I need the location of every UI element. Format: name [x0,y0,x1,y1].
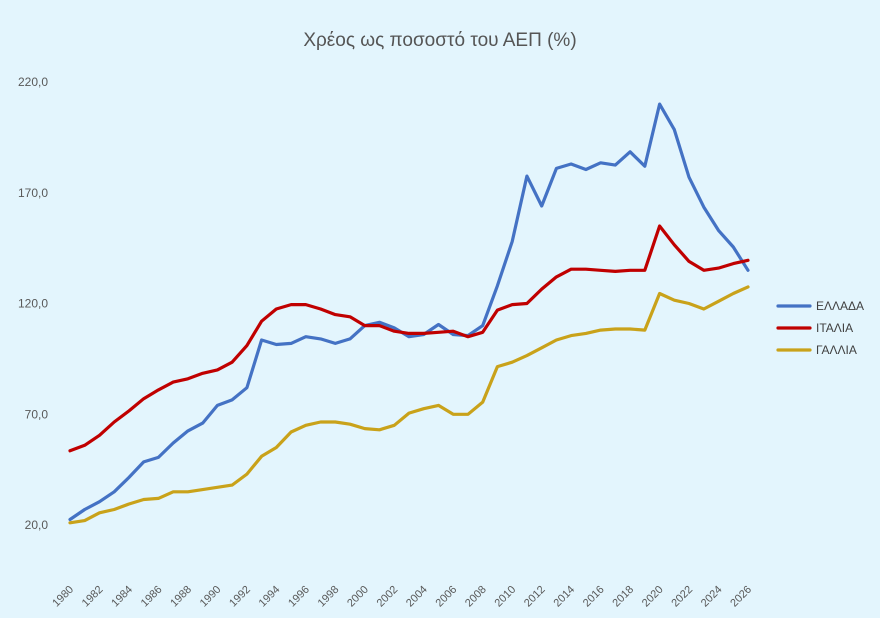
x-tick-label: 2020 [640,584,666,610]
x-tick-label: 1992 [227,584,253,610]
x-tick-label: 1982 [80,584,106,610]
x-tick-label: 2012 [522,584,548,610]
x-tick-label: 1990 [198,584,224,610]
x-axis: 1980 1982 1984 1986 1988 1990 1992 1994 1996 1998… [50,584,754,610]
x-tick-label: 1994 [257,584,283,610]
y-tick-label: 20,0 [25,518,49,532]
x-tick-label: 2006 [434,584,460,610]
x-tick-label: 1988 [168,584,194,610]
legend-label: ΙΤΑΛΙΑ [816,321,853,335]
series-line-1 [68,102,750,522]
legend-label: ΓΑΛΛΙΑ [816,343,857,357]
x-tick-label: 1998 [316,584,342,610]
legend: ΕΛΛΑΔΑ ΙΤΑΛΙΑ ΓΑΛΛΙΑ [776,299,864,357]
x-tick-label: 1986 [139,584,165,610]
y-tick-label: 120,0 [18,297,48,311]
x-tick-label: 2002 [375,584,401,610]
x-tick-label: 2018 [610,584,636,610]
y-axis: 220,0 170,0 120,0 70,0 20,0 [18,75,48,532]
x-tick-label: 2000 [345,584,371,610]
x-tick-label: 1984 [109,584,135,610]
x-tick-label: 2016 [581,584,607,610]
series-layer [68,102,750,525]
series-line-3 [68,285,750,525]
x-tick-label: 1996 [286,584,312,610]
x-tick-label: 1980 [50,584,76,610]
x-tick-label: 2024 [699,584,725,610]
x-tick-label: 2004 [404,584,430,610]
x-tick-label: 2008 [463,584,489,610]
x-tick-label: 2014 [551,584,577,610]
y-tick-label: 70,0 [25,407,49,421]
x-tick-label: 2026 [728,584,754,610]
series-line-2 [68,224,750,453]
x-tick-label: 2022 [669,584,695,610]
legend-label: ΕΛΛΑΔΑ [816,299,864,313]
x-tick-label: 2010 [492,584,518,610]
y-tick-label: 220,0 [18,75,48,89]
chart-title: Χρέος ως ποσοστό του ΑΕΠ (%) [303,30,576,51]
y-tick-label: 170,0 [18,186,48,200]
